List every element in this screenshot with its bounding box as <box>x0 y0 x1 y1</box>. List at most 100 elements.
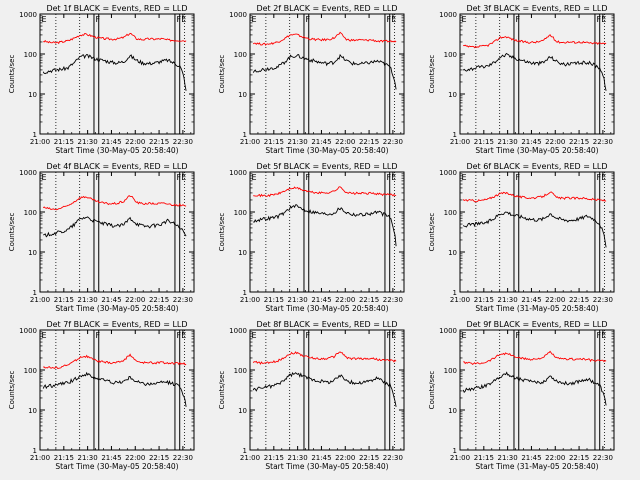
x-tick-label: 21:15 <box>54 454 74 462</box>
marker-label: F <box>515 173 520 182</box>
x-tick-label: 21:00 <box>450 138 470 146</box>
series-line-lld <box>42 195 187 211</box>
marker-label: E <box>601 15 606 24</box>
y-tick-label: 100 <box>234 209 247 217</box>
y-tick-label: 1000 <box>229 169 247 177</box>
y-tick-label: 1 <box>33 131 37 139</box>
marker-label: E <box>601 173 606 182</box>
chart-panel-7: Det 7f BLACK = Events, RED = LLD 1 10 100 10… <box>8 320 195 471</box>
series-line-lld <box>43 32 187 45</box>
plot-frame <box>39 13 195 135</box>
marker-label: E <box>601 331 606 340</box>
x-tick-label: 21:45 <box>101 138 121 146</box>
chart-panel-2: Det 2f BLACK = Events, RED = LLD 1 10 100 10… <box>218 4 405 155</box>
y-tick-label: 10 <box>28 407 37 415</box>
chart-title: Det 8f BLACK = Events, RED = LLD <box>256 320 397 329</box>
y-tick-label: 1 <box>453 289 457 297</box>
x-tick-label: 22:00 <box>545 296 565 304</box>
chart-panel-1: Det 1f BLACK = Events, RED = LLD 1 10 100 10… <box>8 4 195 155</box>
x-axis-label: Start Time (30-May-05 20:58:40) <box>265 304 388 313</box>
chart-title: Det 1f BLACK = Events, RED = LLD <box>46 4 187 13</box>
plot-frame <box>459 329 615 451</box>
x-tick-label: 22:15 <box>149 454 169 462</box>
y-tick-label: 1 <box>243 289 247 297</box>
chart-panel-5: Det 5f BLACK = Events, RED = LLD 1 10 100 10… <box>218 162 405 313</box>
x-tick-label: 21:45 <box>521 454 541 462</box>
marker-label: F <box>305 173 310 182</box>
x-tick-label: 21:15 <box>474 296 494 304</box>
marker-label: E <box>42 331 47 340</box>
x-tick-label: 21:00 <box>450 296 470 304</box>
x-tick-label: 22:30 <box>173 138 193 146</box>
y-tick-label: 1000 <box>19 327 37 335</box>
y-axis-label: Counts/sec <box>428 371 436 410</box>
x-tick-label: 21:00 <box>450 454 470 462</box>
y-axis-label: Counts/sec <box>8 55 16 94</box>
x-tick-label: 21:15 <box>474 138 494 146</box>
marker-label: E <box>42 15 47 24</box>
y-tick-label: 1 <box>33 447 37 455</box>
y-tick-label: 100 <box>444 209 457 217</box>
marker-label: F <box>176 331 181 340</box>
x-axis-label: Start Time (31-May-05 20:58:40) <box>475 462 598 471</box>
series-line-lld <box>463 350 607 365</box>
chart-title: Det 2f BLACK = Events, RED = LLD <box>256 4 397 13</box>
x-tick-label: 22:15 <box>569 296 589 304</box>
x-axis-label: Start Time (30-May-05 20:58:40) <box>265 146 388 155</box>
marker-label: E <box>462 331 467 340</box>
y-tick-label: 1000 <box>19 169 37 177</box>
x-axis-label: Start Time (30-May-05 20:58:40) <box>55 462 178 471</box>
y-axis-label: Counts/sec <box>218 55 226 94</box>
y-tick-label: 10 <box>238 249 247 257</box>
y-tick-label: 10 <box>448 91 457 99</box>
y-tick-label: 100 <box>24 367 37 375</box>
marker-label: F <box>305 331 310 340</box>
marker-label: E <box>252 15 257 24</box>
marker-label: F <box>515 331 520 340</box>
x-tick-label: 21:15 <box>54 138 74 146</box>
x-tick-label: 21:30 <box>498 296 518 304</box>
marker-label: E <box>181 15 186 24</box>
x-tick-label: 22:30 <box>383 454 403 462</box>
x-tick-label: 22:30 <box>383 296 403 304</box>
chart-panel-4: Det 4f BLACK = Events, RED = LLD 1 10 100 10… <box>8 162 195 313</box>
x-tick-label: 21:15 <box>264 296 284 304</box>
marker-label: F <box>596 15 601 24</box>
plot-frame <box>249 13 405 135</box>
series-line-lld <box>463 34 607 49</box>
marker-label: F <box>515 15 520 24</box>
y-tick-label: 10 <box>448 249 457 257</box>
y-tick-label: 10 <box>238 91 247 99</box>
x-tick-label: 21:15 <box>474 454 494 462</box>
x-tick-label: 21:30 <box>78 296 98 304</box>
x-tick-label: 22:30 <box>593 454 613 462</box>
marker-label: E <box>181 331 186 340</box>
y-tick-label: 100 <box>24 209 37 217</box>
x-tick-label: 21:30 <box>78 138 98 146</box>
x-tick-label: 22:15 <box>359 138 379 146</box>
x-tick-label: 21:00 <box>30 454 50 462</box>
x-tick-label: 22:30 <box>593 296 613 304</box>
series-line-lld <box>252 351 397 365</box>
x-tick-label: 21:45 <box>101 296 121 304</box>
x-axis-label: Start Time (30-May-05 20:58:40) <box>55 304 178 313</box>
y-tick-label: 1 <box>243 131 247 139</box>
y-tick-label: 100 <box>234 51 247 59</box>
x-tick-label: 21:30 <box>288 296 308 304</box>
marker-label: F <box>95 331 100 340</box>
plot-frame <box>459 171 615 293</box>
x-tick-label: 22:00 <box>125 138 145 146</box>
y-axis-label: Counts/sec <box>8 213 16 252</box>
x-tick-label: 21:45 <box>311 296 331 304</box>
series-line-events <box>462 211 607 248</box>
marker-label: F <box>596 331 601 340</box>
x-tick-label: 22:15 <box>149 138 169 146</box>
y-tick-label: 1000 <box>439 169 457 177</box>
y-tick-label: 100 <box>234 367 247 375</box>
x-axis-label: Start Time (31-May-05 20:58:40) <box>475 304 598 313</box>
marker-label: E <box>391 15 396 24</box>
y-tick-label: 10 <box>238 407 247 415</box>
marker-label: F <box>176 173 181 182</box>
y-tick-label: 1000 <box>229 327 247 335</box>
